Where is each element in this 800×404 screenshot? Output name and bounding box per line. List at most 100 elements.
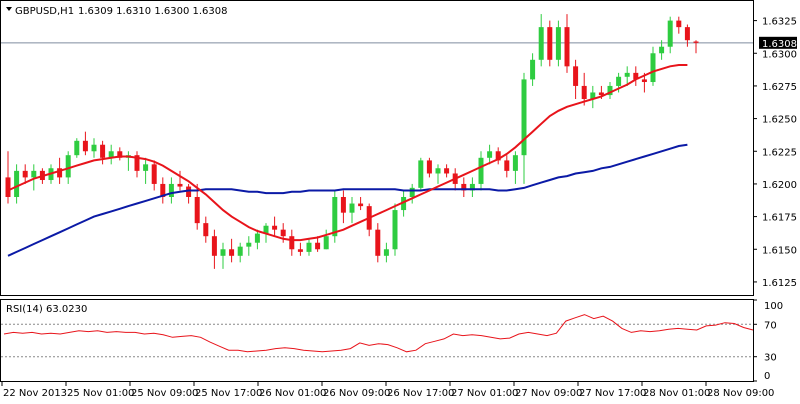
candle-body bbox=[633, 72, 639, 80]
candle-body bbox=[624, 72, 630, 77]
candle-body bbox=[246, 242, 252, 247]
x-tick-label: 26 Nov 17:00 bbox=[387, 388, 454, 399]
candle-body bbox=[487, 151, 493, 158]
candle-body bbox=[478, 157, 484, 184]
candle-body bbox=[650, 53, 656, 83]
ohlc-label: 1.6309 1.6310 1.6300 1.6308 bbox=[78, 6, 228, 17]
y-tick-label: 1.6175 bbox=[762, 213, 797, 224]
candle-body bbox=[237, 246, 243, 256]
dropdown-triangle-icon bbox=[6, 7, 12, 11]
rsi-y-tick-label: 100 bbox=[764, 301, 783, 312]
y-tick-label: 1.6325 bbox=[762, 17, 797, 28]
candle-body bbox=[177, 183, 183, 187]
rsi-y-tick-label: 30 bbox=[764, 353, 777, 364]
candle-body bbox=[263, 225, 269, 234]
candle-body bbox=[280, 229, 286, 237]
candle-body bbox=[426, 160, 432, 174]
candle-body bbox=[306, 242, 312, 252]
candle-body bbox=[693, 41, 699, 43]
y-tick-label: 1.6250 bbox=[762, 115, 797, 126]
x-tick-label: 26 Nov 09:00 bbox=[323, 388, 390, 399]
candle-body bbox=[573, 66, 579, 86]
x-tick-label: 25 Nov 01:00 bbox=[67, 388, 134, 399]
candle-body bbox=[641, 79, 647, 83]
candle-body bbox=[5, 177, 11, 197]
x-tick-label: 25 Nov 17:00 bbox=[195, 388, 262, 399]
candle-body bbox=[461, 183, 467, 191]
candle-body bbox=[74, 140, 80, 156]
candle-body bbox=[607, 85, 613, 96]
rsi-panel-frame bbox=[0, 299, 754, 382]
y-tick-label: 1.6225 bbox=[762, 147, 797, 158]
y-tick-label: 1.6125 bbox=[762, 278, 797, 289]
candle-body bbox=[151, 164, 157, 184]
candle-body bbox=[676, 20, 682, 28]
candle-body bbox=[168, 183, 174, 197]
candle-body bbox=[57, 168, 63, 178]
candle-body bbox=[495, 151, 501, 161]
candle-body bbox=[82, 140, 88, 152]
ma-fast-line bbox=[7, 64, 688, 242]
candle-body bbox=[383, 249, 389, 256]
candle-body bbox=[659, 46, 665, 54]
candle-body bbox=[289, 236, 295, 250]
rsi-title: RSI(14) 63.0230 bbox=[6, 304, 87, 315]
candle-body bbox=[117, 151, 123, 158]
candle-body bbox=[547, 27, 553, 60]
candle-body bbox=[401, 197, 407, 211]
candle-body bbox=[555, 27, 561, 60]
candle-body bbox=[418, 160, 424, 188]
candle-body bbox=[100, 144, 106, 158]
candle-body bbox=[220, 249, 226, 256]
candle-body bbox=[616, 76, 622, 86]
candle-body bbox=[332, 197, 338, 237]
x-tick-label: 27 Nov 09:00 bbox=[515, 388, 582, 399]
candle-body bbox=[530, 59, 536, 80]
candle-body bbox=[349, 203, 355, 213]
candle-body bbox=[254, 233, 260, 243]
candle-body bbox=[315, 242, 321, 250]
rsi-line bbox=[3, 314, 754, 353]
candle-body bbox=[134, 155, 140, 171]
candle-body bbox=[14, 170, 20, 197]
candle-body bbox=[538, 27, 544, 60]
candle-body bbox=[409, 187, 415, 197]
candle-body bbox=[684, 27, 690, 41]
candle-body bbox=[108, 151, 114, 158]
candle-body bbox=[203, 223, 209, 237]
candle-body bbox=[435, 168, 441, 174]
candle-body bbox=[229, 249, 235, 256]
candle-body bbox=[667, 20, 673, 47]
candle-body bbox=[512, 155, 518, 171]
candle-body bbox=[444, 168, 450, 174]
current-price-label: 1.6308 bbox=[762, 39, 797, 50]
y-tick-label: 1.6150 bbox=[762, 245, 797, 256]
rsi-y-tick-label: 0 bbox=[764, 371, 770, 382]
candle-body bbox=[521, 79, 527, 156]
candle-body bbox=[91, 144, 97, 152]
candle-body bbox=[160, 183, 166, 197]
y-tick-label: 1.6300 bbox=[762, 49, 797, 60]
candle-body bbox=[598, 92, 604, 96]
ma-slow-line bbox=[7, 143, 688, 257]
x-tick-label: 27 Nov 17:00 bbox=[579, 388, 646, 399]
candle-body bbox=[340, 197, 346, 213]
candle-body bbox=[22, 170, 28, 178]
x-tick-label: 22 Nov 2013 bbox=[3, 388, 67, 399]
candle-body bbox=[581, 85, 587, 99]
x-tick-label: 26 Nov 01:00 bbox=[259, 388, 326, 399]
candle-body bbox=[590, 92, 596, 99]
y-tick-label: 1.6200 bbox=[762, 180, 797, 191]
candle-body bbox=[504, 160, 510, 171]
candle-body bbox=[194, 197, 200, 224]
candle-body bbox=[392, 210, 398, 250]
candle-body bbox=[469, 183, 475, 191]
candle-body bbox=[65, 155, 71, 178]
candle-body bbox=[272, 225, 278, 230]
x-tick-label: 28 Nov 01:00 bbox=[643, 388, 710, 399]
candle-body bbox=[564, 27, 570, 67]
x-tick-label: 25 Nov 09:00 bbox=[131, 388, 198, 399]
rsi-y-tick-label: 70 bbox=[764, 320, 777, 331]
